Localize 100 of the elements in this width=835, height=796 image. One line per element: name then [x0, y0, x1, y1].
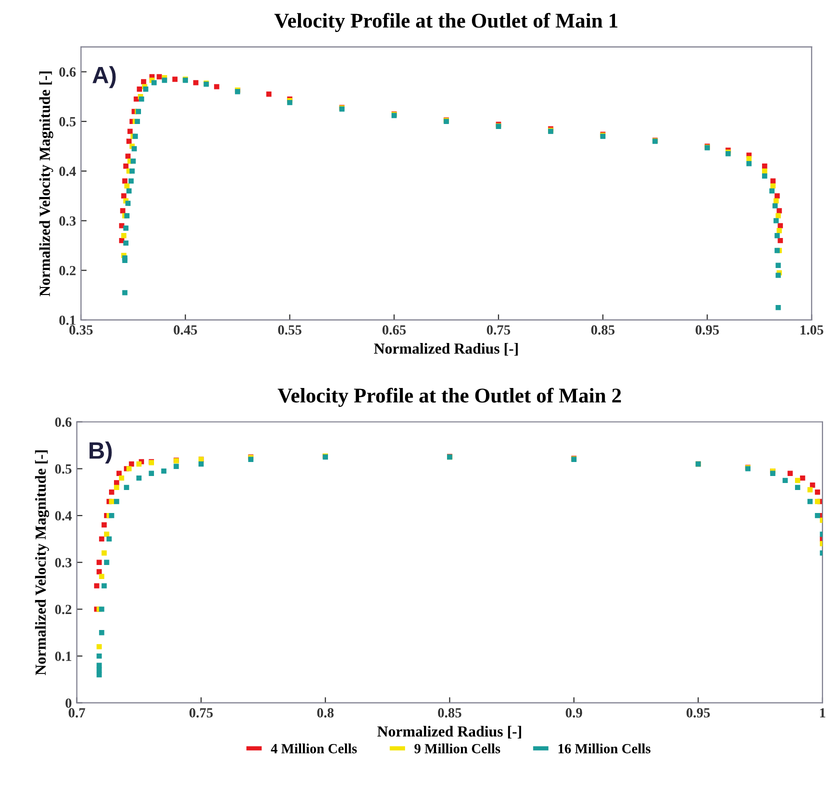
- point: [776, 272, 781, 278]
- x-tick-label: 0.35: [69, 325, 93, 335]
- point: [94, 583, 100, 588]
- point: [138, 96, 144, 102]
- point: [156, 74, 162, 80]
- point: [136, 475, 142, 481]
- x-tick-label: 0.75: [189, 708, 213, 718]
- chart-title: Velocity Profile at the Outlet of Main 1: [274, 12, 618, 32]
- point: [814, 512, 820, 518]
- point: [122, 255, 128, 261]
- point: [776, 213, 781, 218]
- point: [126, 138, 132, 144]
- point: [96, 569, 102, 574]
- point: [772, 203, 778, 208]
- point: [99, 606, 104, 612]
- point: [106, 536, 112, 542]
- point: [198, 461, 204, 467]
- point: [762, 164, 768, 169]
- x-tick-label: 0.95: [696, 325, 719, 335]
- point: [128, 178, 134, 184]
- point: [96, 662, 102, 668]
- y-axis-title: Normalized Velocity Magnitude [-]: [39, 72, 54, 296]
- point: [132, 146, 137, 152]
- x-tick-label: 0.7: [68, 708, 86, 718]
- point: [774, 218, 779, 224]
- point: [770, 183, 776, 189]
- point: [122, 290, 128, 296]
- point: [118, 475, 124, 481]
- point: [125, 154, 131, 159]
- point: [776, 228, 782, 234]
- y-tick-label: 0.5: [59, 117, 76, 126]
- point: [126, 188, 132, 194]
- legend-label: 4 Million Cells: [270, 744, 357, 754]
- point: [136, 461, 142, 467]
- point: [746, 161, 752, 166]
- point: [99, 574, 104, 580]
- y-tick-label: 0.3: [59, 216, 76, 226]
- annotation: A): [92, 66, 116, 88]
- point: [130, 158, 136, 164]
- point: [769, 188, 775, 194]
- y-tick-label: 0.4: [59, 166, 76, 176]
- point: [96, 672, 102, 678]
- x-tick-label: 0.55: [278, 325, 302, 335]
- point: [746, 156, 752, 162]
- y-tick-label: 0: [66, 698, 72, 708]
- point: [136, 86, 142, 92]
- y-tick-label: 0.2: [55, 604, 72, 614]
- point: [114, 480, 120, 486]
- point: [807, 487, 813, 492]
- point: [774, 233, 780, 238]
- point: [776, 262, 781, 268]
- x-tick-label: 0.85: [438, 708, 462, 718]
- point: [795, 484, 800, 490]
- y-tick-label: 0.1: [59, 316, 76, 326]
- point: [99, 630, 104, 636]
- point: [778, 223, 783, 228]
- point: [776, 208, 782, 214]
- point: [125, 200, 131, 206]
- point: [134, 96, 139, 102]
- point: [102, 550, 107, 556]
- x-axis-title: Normalized Radius [-]: [377, 726, 522, 739]
- point: [124, 213, 130, 218]
- x-tick-label: 0.85: [591, 325, 615, 335]
- point: [109, 490, 114, 495]
- point: [162, 78, 168, 83]
- y-tick-label: 0.2: [59, 266, 76, 276]
- point: [123, 226, 128, 231]
- x-tick-label: 0.45: [174, 325, 198, 335]
- point: [114, 484, 120, 490]
- point: [266, 92, 272, 97]
- point: [774, 193, 780, 198]
- point: [123, 240, 128, 246]
- y-axis-title: Normalized Velocity Magnitude [-]: [35, 450, 50, 676]
- point: [148, 470, 154, 476]
- point: [109, 512, 114, 518]
- x-tick-label: 0.65: [382, 325, 406, 335]
- point: [782, 478, 788, 484]
- point: [193, 80, 198, 86]
- y-tick-label: 0.6: [59, 67, 76, 77]
- legend-label: 16 Million Cells: [558, 744, 650, 754]
- y-tick-label: 0.6: [55, 417, 72, 427]
- point: [141, 79, 146, 84]
- point: [143, 86, 148, 92]
- point: [124, 183, 130, 189]
- y-tick-label: 0.3: [55, 558, 72, 568]
- point: [96, 644, 102, 650]
- annotation: B): [90, 442, 112, 464]
- point: [104, 560, 110, 565]
- point: [96, 560, 102, 565]
- point: [104, 532, 110, 537]
- point: [119, 238, 124, 244]
- point: [814, 498, 820, 504]
- point: [124, 484, 130, 490]
- point: [778, 238, 783, 244]
- point: [123, 164, 128, 169]
- point: [99, 536, 104, 542]
- legend-label: 9 Million Cells: [414, 744, 500, 754]
- point: [795, 478, 800, 484]
- point: [776, 304, 781, 310]
- point: [114, 498, 120, 504]
